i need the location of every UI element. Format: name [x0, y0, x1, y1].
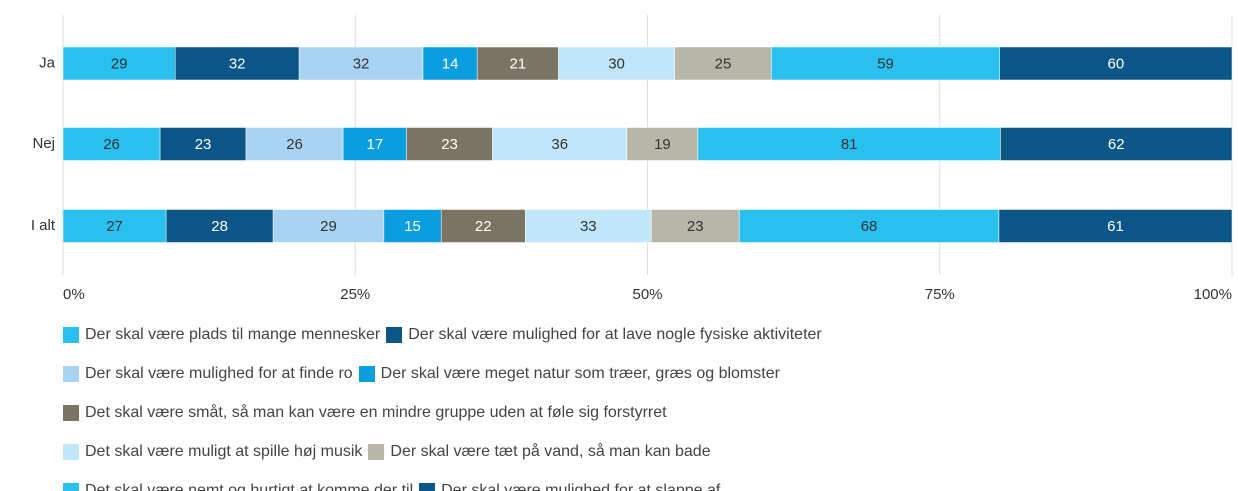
x-tick-label: 50% — [632, 286, 662, 303]
data-label: 23 — [441, 136, 458, 153]
data-label: 30 — [608, 55, 625, 72]
y-tick-label: I alt — [31, 217, 56, 234]
bar-segment — [674, 46, 772, 81]
data-label: 62 — [1108, 136, 1125, 153]
data-label: 26 — [286, 136, 303, 153]
legend-item: Der skal være tæt på vand, så man kan ba… — [368, 442, 711, 461]
legend-item: Det skal være småt, så man kan være en m… — [63, 404, 667, 422]
y-tick-label: Nej — [32, 135, 55, 152]
data-label: 23 — [195, 136, 212, 153]
legend-item: Det skal være nemt og hurtigt at komme d… — [63, 482, 413, 491]
data-label: 27 — [106, 218, 123, 235]
legend-swatch — [386, 326, 403, 343]
legend-item: Der skal være mulighed for at lave nogle… — [386, 326, 822, 344]
bar-segment — [62, 46, 176, 81]
legend-item: Det skal være muligt at spille høj musik — [63, 443, 362, 461]
legend-label: Der skal være tæt på vand, så man kan ba… — [390, 442, 711, 460]
legend-row: Det skal være nemt og hurtigt at komme d… — [63, 471, 1233, 491]
bar-segment — [697, 127, 1001, 161]
bar-segment — [165, 209, 274, 243]
legend-item: Der skal være plads til mange mennesker — [63, 326, 380, 344]
x-tick-label: 0% — [63, 286, 85, 303]
data-label: 29 — [320, 218, 337, 235]
legend-row: Det skal være småt, så man kan være en m… — [63, 393, 1233, 432]
bar-segment — [492, 127, 628, 161]
bar-segment — [999, 46, 1233, 81]
bar-segment — [440, 209, 526, 243]
data-label: 29 — [111, 55, 128, 72]
legend: Der skal være plads til mange mennesker D… — [63, 315, 1233, 491]
data-label: 61 — [1107, 218, 1124, 235]
bar-segment — [298, 46, 424, 81]
data-label: 15 — [404, 218, 421, 235]
data-label: 81 — [841, 136, 858, 153]
bar-segment — [62, 127, 161, 161]
bar-segment — [383, 209, 442, 243]
bar-segment — [626, 127, 699, 161]
legend-swatch — [419, 482, 436, 491]
legend-swatch — [368, 443, 385, 460]
data-label: 19 — [654, 136, 671, 153]
legend-swatch — [63, 482, 79, 491]
bar-segment — [422, 46, 478, 81]
legend-item: Der skal være mulighed for at slappe af — [419, 482, 720, 491]
legend-label: Der skal være mulighed for at lave nogle… — [408, 325, 822, 343]
legend-label: Der skal være meget natur som træer, græ… — [380, 364, 780, 382]
legend-swatch — [358, 365, 375, 382]
bar-segment — [406, 127, 493, 161]
bar-segment — [1000, 127, 1233, 161]
legend-label: Der skal være mulighed for at finde ro — [85, 364, 353, 382]
bar-segment — [476, 46, 559, 81]
bar-segment — [175, 46, 300, 81]
data-label: 22 — [475, 218, 492, 235]
legend-label: Det skal være muligt at spille høj musik — [85, 442, 363, 460]
data-label: 32 — [229, 55, 246, 72]
data-label: 25 — [715, 55, 732, 72]
legend-swatch — [63, 404, 79, 421]
legend-row: Det skal være muligt at spille høj musik… — [63, 432, 1233, 471]
legend-item: Der skal være mulighed for at finde ro — [63, 365, 353, 383]
legend-row: Der skal være mulighed for at finde ro De… — [63, 354, 1233, 393]
data-label: 68 — [861, 218, 878, 235]
data-label: 32 — [353, 55, 370, 72]
data-label: 36 — [551, 136, 568, 153]
bar-segment — [342, 127, 407, 161]
legend-item: Der skal være meget natur som træer, græ… — [358, 364, 780, 383]
x-tick-label: 100% — [1194, 286, 1232, 303]
data-label: 21 — [509, 55, 526, 72]
x-tick-label: 25% — [340, 286, 370, 303]
data-label: 33 — [580, 218, 597, 235]
bar-segment — [159, 127, 247, 161]
legend-row: Der skal være plads til mange mennesker D… — [63, 315, 1233, 354]
bar-segment — [558, 46, 675, 81]
legend-label: Der skal være mulighed for at slappe af — [441, 481, 721, 491]
data-label: 23 — [687, 218, 704, 235]
data-label: 14 — [442, 55, 459, 72]
bar-segment — [651, 209, 740, 243]
bar-segment — [62, 209, 167, 243]
bar-segment — [525, 209, 652, 243]
bar-segment — [738, 209, 1000, 243]
legend-label: Det skal være nemt og hurtigt at komme d… — [85, 481, 414, 491]
bar-segment — [272, 209, 385, 243]
data-label: 26 — [103, 136, 120, 153]
legend-label: Der skal være plads til mange mennesker — [85, 325, 381, 343]
chart: 0% 25% 50% 75% 100% Ja 29 32 32 14 21 30 25 59 60 Nej 26… — [31, 15, 1233, 303]
x-tick-label: 75% — [925, 286, 955, 303]
data-label: 28 — [211, 218, 228, 235]
data-label: 60 — [1108, 55, 1125, 72]
legend-swatch — [63, 365, 79, 382]
data-label: 17 — [367, 136, 384, 153]
legend-swatch — [63, 443, 79, 460]
y-tick-label: Ja — [39, 54, 56, 71]
data-label: 59 — [877, 55, 894, 72]
legend-label: Det skal være småt, så man kan være en m… — [85, 403, 667, 421]
bar-segment — [998, 209, 1233, 243]
legend-swatch — [63, 326, 79, 343]
